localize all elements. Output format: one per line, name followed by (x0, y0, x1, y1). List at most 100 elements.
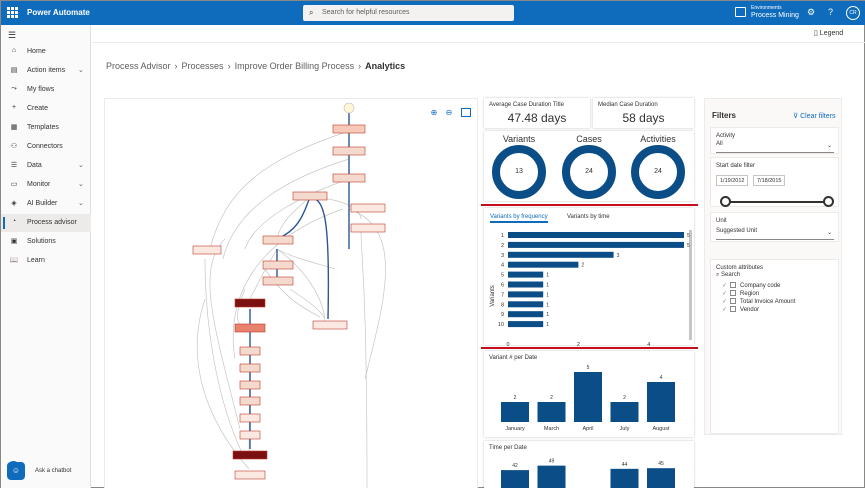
legend-button[interactable]: ▯ Legend (814, 29, 843, 37)
attribute-region[interactable]: ✓ Region (722, 290, 759, 297)
bar (508, 311, 544, 318)
breadcrumb-item[interactable]: Improve Order Billing Process (234, 61, 355, 71)
attribute-company-code[interactable]: ✓ Company code (722, 282, 780, 289)
breadcrumb-item[interactable]: Processes (181, 61, 224, 71)
nav-item-ai-builder[interactable]: ◈ AI Builder ⌄ (1, 195, 91, 213)
check-icon: ✓ (722, 291, 728, 297)
search-box[interactable]: ⌕ Search for helpful resources (303, 5, 514, 21)
bar (508, 301, 544, 308)
tick-label: 5 (501, 273, 504, 279)
donut-value: 24 (654, 168, 662, 175)
start-date-to[interactable]: 7/18/2015 (753, 175, 786, 186)
tick-label: 7 (501, 292, 504, 298)
date-slider-track[interactable] (725, 201, 827, 203)
tab-variants-by-frequency[interactable]: Variants by frequency (490, 214, 548, 223)
nav-item-home[interactable]: ⌂ Home (1, 43, 91, 61)
clear-filters-button[interactable]: ⊽ Clear filters (793, 112, 835, 120)
selection-divider (481, 347, 698, 349)
nav-item-action-items[interactable]: ▤ Action items ⌄ (1, 62, 91, 80)
chevron-down-icon[interactable]: ⌄ (78, 181, 84, 188)
donut-activities[interactable]: 24 (631, 145, 685, 199)
activity-label: Activity (716, 133, 736, 139)
hamburger-icon[interactable]: ☰ (8, 30, 17, 40)
attribute-vendor[interactable]: ✓ Vendor (722, 306, 759, 313)
tick-label: August (652, 426, 670, 432)
chevron-down-icon[interactable]: ⌄ (78, 200, 84, 207)
book-icon: 📖 (9, 257, 19, 264)
zoom-out-icon[interactable]: ⊖ (445, 108, 453, 117)
process-map[interactable]: ⊕ ⊖ (104, 98, 478, 488)
checkbox[interactable] (730, 298, 737, 305)
kpi-label: Average Case Duration Title (489, 102, 564, 108)
fit-to-screen-icon[interactable] (461, 108, 471, 117)
environment-icon[interactable] (735, 7, 746, 17)
kpi-label: Median Case Duration (598, 102, 658, 108)
nav-item-learn[interactable]: 📖 Learn (1, 252, 91, 270)
attribute-total-invoice-amount[interactable]: ✓ Total Invoice Amount (722, 298, 795, 305)
nav-item-create[interactable]: + Create (1, 100, 91, 118)
clear-filters-label: Clear filters (800, 113, 836, 120)
breadcrumb-item[interactable]: Process Advisor (106, 61, 171, 71)
nav-item-label: Home (27, 48, 46, 55)
chart-title: Variant # per Date (489, 355, 538, 361)
chevron-down-icon[interactable]: ⌄ (78, 67, 84, 74)
nav-item-monitor[interactable]: ▭ Monitor ⌄ (1, 176, 91, 194)
start-date-filter: Start date filter 1/19/2012 7/18/2015 (710, 157, 839, 207)
search-placeholder: Search for helpful resources (322, 9, 410, 16)
data-label: 1 (546, 312, 549, 318)
date-slider-start-handle[interactable] (720, 196, 731, 207)
nav-item-solutions[interactable]: ▣ Solutions (1, 233, 91, 251)
checkbox[interactable] (730, 282, 737, 289)
nav-item-data[interactable]: ☰ Data ⌄ (1, 157, 91, 175)
bar (610, 402, 639, 422)
nav-item-label: My flows (27, 86, 55, 93)
settings-icon[interactable]: ⚙ (807, 7, 816, 17)
tick-label: 2 (501, 243, 504, 249)
activity-dropdown[interactable]: All ⌄ (716, 141, 834, 153)
clipboard-icon: ▤ (10, 67, 18, 74)
app-launcher-icon[interactable] (7, 7, 18, 18)
data-label: 42 (512, 463, 518, 469)
zoom-in-icon[interactable]: ⊕ (430, 108, 438, 117)
date-slider-end-handle[interactable] (823, 196, 834, 207)
activity-value: All (716, 141, 723, 147)
donut-cases[interactable]: 24 (562, 145, 616, 199)
nav-item-my-flows[interactable]: ⤳ My flows (1, 81, 91, 99)
nav-item-process-advisor[interactable]: ◔ Process advisor (1, 214, 91, 232)
time-per-date-card: Time per Date 42 49 44 45 (484, 441, 694, 488)
bar (508, 241, 684, 248)
kpi-average-case-duration: Average Case Duration Title 47.48 days (484, 98, 590, 128)
nav-item-connectors[interactable]: ⚇ Connectors (1, 138, 91, 156)
check-icon: ✓ (722, 307, 728, 313)
data-label: 45 (658, 461, 664, 467)
checkbox[interactable] (730, 306, 737, 313)
nav-item-templates[interactable]: ▦ Templates (1, 119, 91, 137)
data-label: 44 (622, 462, 628, 468)
tab-variants-by-time[interactable]: Variants by time (567, 214, 610, 220)
scrollbar (689, 230, 692, 340)
tick-label: 0 (506, 342, 509, 346)
nav-item-label: Connectors (27, 143, 63, 150)
chevron-down-icon[interactable]: ⌄ (78, 162, 84, 169)
help-icon[interactable]: ? (828, 7, 834, 17)
app-title[interactable]: Power Automate (27, 8, 90, 17)
data-label: 2 (623, 395, 626, 401)
tick-label: March (544, 426, 559, 432)
unit-dropdown[interactable]: Suggested Unit ⌄ (716, 228, 834, 240)
activity-filter: Activity All ⌄ (710, 127, 839, 154)
data-label: 1 (546, 273, 549, 279)
start-date-from[interactable]: 1/19/2012 (716, 175, 749, 186)
environment-name[interactable]: Process Mining (751, 12, 799, 19)
chatbot-label[interactable]: Ask a chatbot (35, 468, 72, 474)
chatbot-icon[interactable]: ☺ (7, 462, 25, 480)
attribute-search-placeholder: Search (721, 272, 741, 278)
attribute-label: Region (740, 291, 760, 297)
check-icon: ✓ (722, 283, 728, 289)
avatar[interactable]: CR (846, 6, 860, 20)
checkbox[interactable] (730, 290, 737, 297)
legend-label: Legend (819, 30, 844, 37)
donut-variants[interactable]: 13 (492, 145, 546, 199)
attribute-search[interactable]: ⌕ Search (716, 272, 740, 279)
templates-icon: ▦ (10, 124, 18, 131)
kpi-value: 47.48 days (507, 111, 567, 125)
